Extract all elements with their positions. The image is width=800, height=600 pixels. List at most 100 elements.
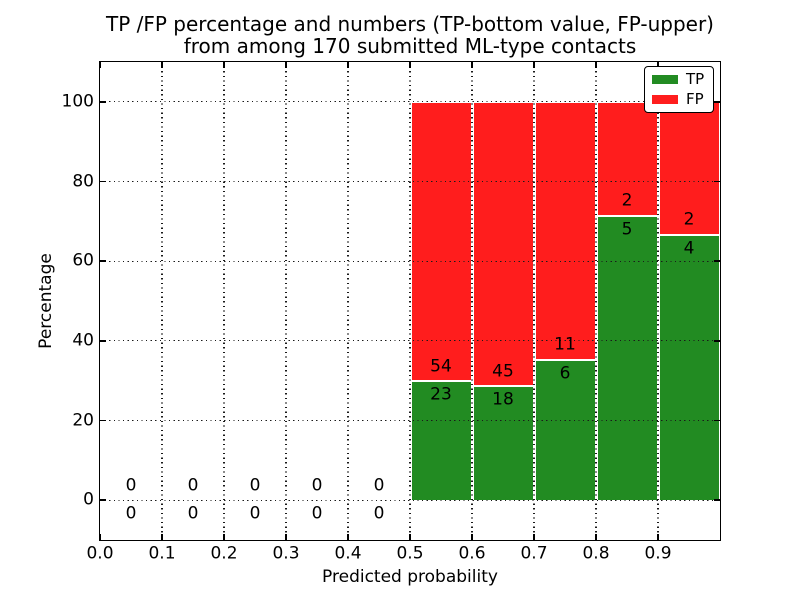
y-tick-mark	[714, 260, 720, 262]
x-tick-label: 0.9	[644, 543, 672, 564]
y-tick-label: 100	[61, 91, 94, 112]
bar-tp-segment	[535, 359, 595, 501]
fp-count-label: 54	[430, 356, 452, 377]
x-tick-mark	[347, 534, 349, 540]
x-tick-label: 0.1	[148, 543, 176, 564]
bar-segment-divider	[597, 214, 657, 217]
gridline-vertical	[657, 62, 659, 540]
x-tick-mark	[161, 62, 163, 68]
x-tick-mark	[161, 534, 163, 540]
y-tick-mark	[100, 499, 106, 501]
legend-label-fp: FP	[686, 89, 704, 108]
x-tick-label: 0.0	[86, 543, 114, 564]
y-tick-label: 20	[72, 410, 94, 430]
y-tick-mark	[100, 260, 106, 262]
x-tick-label: 0.2	[210, 543, 238, 564]
y-tick-mark	[100, 101, 106, 103]
fp-count-label: 0	[373, 475, 385, 496]
y-tick-mark	[714, 101, 720, 103]
x-tick-label: 0.7	[520, 543, 548, 564]
tp-count-label: 0	[249, 503, 261, 524]
bar-fp-segment	[473, 101, 533, 387]
legend-entry-fp: FP	[652, 89, 706, 108]
chart-title: TP /FP percentage and numbers (TP-bottom…	[100, 13, 720, 57]
y-tick-mark	[100, 340, 106, 342]
x-tick-mark	[471, 534, 473, 540]
x-axis-label: Predicted probability	[322, 567, 498, 587]
x-tick-mark	[471, 62, 473, 68]
bar-tp-segment	[473, 386, 533, 501]
fp-count-label: 45	[492, 361, 514, 382]
y-tick-label: 40	[72, 330, 94, 351]
x-tick-mark	[223, 534, 225, 540]
gridline-vertical	[595, 62, 597, 540]
gridline-vertical	[409, 62, 411, 540]
x-tick-mark	[595, 534, 597, 540]
bar-segment-divider	[535, 358, 595, 361]
bar-segment-divider	[473, 385, 533, 388]
fp-count-label: 0	[187, 475, 199, 496]
gridline-vertical	[471, 62, 473, 540]
x-tick-label: 0.4	[334, 543, 362, 564]
chart-title-line2: from among 170 submitted ML-type contact…	[183, 34, 637, 58]
gridline-vertical	[347, 62, 349, 540]
tp-count-label: 5	[621, 219, 633, 240]
bar-fp-segment	[411, 101, 471, 382]
bar-tp-segment	[597, 215, 657, 501]
legend-entry-tp: TP	[652, 72, 706, 87]
bar-fp-segment	[535, 101, 595, 360]
x-tick-mark	[223, 62, 225, 68]
tp-count-label: 4	[683, 238, 695, 259]
bar-tp-segment	[659, 234, 719, 501]
legend-swatch-tp	[652, 75, 678, 85]
chart-title-line1: TP /FP percentage and numbers (TP-bottom…	[106, 12, 714, 36]
fp-count-label: 0	[311, 475, 323, 496]
x-tick-mark	[533, 534, 535, 540]
x-tick-mark	[657, 534, 659, 540]
x-tick-mark	[595, 62, 597, 68]
tp-count-label: 0	[373, 503, 385, 524]
x-tick-mark	[99, 62, 101, 68]
bar-tp-segment	[411, 381, 471, 501]
x-tick-label: 0.3	[272, 543, 300, 564]
y-tick-label: 80	[72, 171, 94, 191]
gridline-vertical	[223, 62, 225, 540]
x-tick-mark	[533, 62, 535, 68]
fp-count-label: 0	[125, 475, 137, 496]
x-tick-mark	[285, 62, 287, 68]
bar-fp-segment	[597, 101, 657, 216]
x-tick-label: 0.5	[396, 543, 424, 564]
gridline-vertical	[161, 62, 163, 540]
gridline-vertical	[533, 62, 535, 540]
fp-count-label: 0	[249, 475, 261, 496]
x-tick-mark	[657, 62, 659, 68]
bar-segment-divider	[659, 233, 719, 236]
tp-count-label: 0	[187, 503, 199, 524]
legend-label-tp: TP	[686, 70, 705, 89]
fp-count-label: 11	[554, 334, 576, 355]
y-tick-label: 0	[83, 489, 94, 510]
tp-count-label: 0	[125, 503, 137, 524]
y-tick-mark	[714, 419, 720, 422]
bar-segment-divider	[411, 380, 471, 383]
y-tick-label: 60	[72, 250, 94, 271]
y-tick-mark	[714, 499, 720, 501]
tp-count-label: 0	[311, 503, 323, 524]
tp-count-label: 23	[430, 384, 452, 405]
fp-count-label: 2	[683, 209, 695, 230]
y-axis-label: Percentage	[36, 253, 56, 349]
x-tick-label: 0.8	[582, 543, 610, 564]
legend-swatch-fp	[652, 94, 678, 104]
plot-area	[98, 60, 721, 541]
x-tick-mark	[285, 534, 287, 540]
fp-count-label: 2	[621, 190, 633, 211]
tp-count-label: 18	[492, 389, 514, 410]
y-tick-mark	[714, 340, 720, 342]
tp-count-label: 6	[559, 363, 571, 384]
x-tick-label: 0.6	[458, 543, 486, 564]
gridline-vertical	[285, 62, 287, 540]
y-tick-mark	[100, 419, 106, 422]
legend: TP FP	[644, 66, 714, 113]
y-tick-mark	[100, 180, 106, 183]
